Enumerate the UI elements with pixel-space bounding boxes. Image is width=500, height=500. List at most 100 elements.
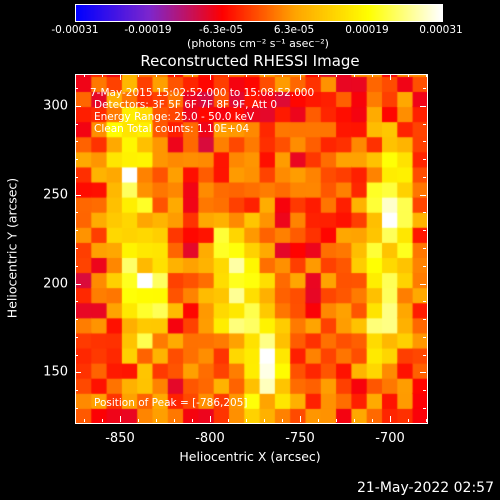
- axis-tick-mark: [423, 230, 426, 232]
- axis-tick-mark: [300, 419, 301, 422]
- colorbar-tick-label: 6.3e-05: [273, 24, 315, 36]
- axis-tick-mark: [75, 141, 78, 143]
- axis-tick-mark: [426, 419, 427, 422]
- axis-tick-mark: [423, 194, 426, 196]
- axis-tick-mark: [75, 212, 78, 214]
- axis-tick-mark: [174, 419, 175, 422]
- axis-tick-mark: [423, 407, 426, 409]
- y-axis-label: Heliocentric Y (arcsec): [4, 177, 20, 319]
- axis-tick-mark: [372, 419, 373, 422]
- axis-tick-mark: [423, 283, 426, 285]
- axis-tick-mark: [390, 74, 391, 77]
- axis-tick-mark: [246, 74, 247, 77]
- y-tick-label: 150: [43, 364, 68, 380]
- axis-tick-mark: [75, 123, 78, 125]
- y-tick-label: 300: [43, 98, 68, 114]
- axis-tick-mark: [75, 88, 78, 90]
- axis-tick-mark: [228, 74, 229, 77]
- colorbar-tick-label: 0.00019: [345, 24, 389, 36]
- x-tick-label: -700: [375, 431, 405, 446]
- colorbar-tick-label: -6.3e-05: [198, 24, 244, 36]
- axis-tick-mark: [423, 141, 426, 143]
- axis-tick-mark: [300, 74, 301, 77]
- axis-tick-mark: [423, 390, 426, 392]
- axis-tick-mark: [84, 419, 85, 422]
- axis-tick-mark: [282, 419, 283, 422]
- timestamp-footer: 21-May-2022 02:57: [356, 480, 494, 496]
- axis-tick-mark: [246, 419, 247, 422]
- axis-tick-mark: [228, 419, 229, 422]
- x-axis-label: Heliocentric X (arcsec): [179, 449, 321, 464]
- axis-tick-mark: [372, 74, 373, 77]
- time-range-annotation: 7-May-2015 15:02:52.000 to 15:08:52.000: [90, 87, 315, 99]
- axis-tick-mark: [75, 390, 78, 392]
- axis-tick-mark: [75, 105, 81, 107]
- axis-tick-mark: [75, 283, 81, 285]
- axis-tick-mark: [75, 407, 78, 409]
- detectors-annotation: Detectors: 3F 5F 6F 7F 8F 9F, Att 0: [94, 99, 278, 111]
- heatmap-image: [76, 75, 427, 423]
- axis-tick-mark: [210, 74, 211, 80]
- axis-tick-mark: [210, 74, 211, 77]
- axis-tick-mark: [75, 230, 78, 232]
- axis-tick-mark: [75, 336, 78, 338]
- axis-tick-mark: [423, 105, 426, 107]
- axis-tick-mark: [192, 419, 193, 422]
- axis-tick-mark: [102, 74, 103, 77]
- axis-tick-mark: [336, 419, 337, 422]
- axis-tick-mark: [336, 74, 337, 77]
- axis-tick-mark: [354, 74, 355, 77]
- axis-tick-mark: [156, 74, 157, 77]
- axis-tick-mark: [282, 74, 283, 77]
- colorbar-tick-label: 0.00031: [419, 24, 463, 36]
- axis-tick-mark: [390, 419, 391, 422]
- axis-tick-mark: [423, 319, 426, 321]
- axis-tick-mark: [423, 159, 426, 161]
- axis-tick-mark: [423, 248, 426, 249]
- axis-tick-mark: [423, 88, 426, 90]
- axis-tick-mark: [84, 74, 85, 77]
- axis-tick-mark: [174, 74, 175, 77]
- axis-tick-mark: [75, 301, 78, 303]
- axis-tick-mark: [318, 74, 319, 77]
- axis-tick-mark: [423, 265, 426, 267]
- x-tick-label: -800: [195, 431, 225, 446]
- axis-tick-mark: [192, 74, 193, 77]
- axis-tick-mark: [75, 159, 78, 161]
- axis-tick-mark: [138, 419, 139, 422]
- axis-tick-mark: [423, 123, 426, 125]
- axis-tick-mark: [426, 74, 427, 77]
- y-tick-label: 200: [43, 276, 68, 291]
- axis-tick-mark: [423, 176, 426, 178]
- x-tick-label: -750: [285, 431, 315, 446]
- axis-tick-mark: [423, 372, 426, 374]
- axis-tick-mark: [75, 194, 78, 196]
- axis-tick-mark: [120, 74, 121, 80]
- axis-tick-mark: [75, 354, 78, 356]
- axis-tick-mark: [390, 74, 391, 80]
- axis-tick-mark: [75, 319, 78, 321]
- colorbar-tick-label: -0.00031: [51, 24, 99, 36]
- axis-tick-mark: [318, 419, 319, 422]
- axis-tick-mark: [75, 248, 78, 249]
- plot-area: 7-May-2015 15:02:52.000 to 15:08:52.000 …: [75, 74, 428, 424]
- axis-tick-mark: [75, 176, 78, 178]
- axis-tick-mark: [210, 419, 211, 422]
- axis-tick-mark: [423, 354, 426, 356]
- axis-tick-mark: [264, 74, 265, 77]
- axis-tick-mark: [120, 74, 121, 77]
- energy-range-annotation: Energy Range: 25.0 - 50.0 keV: [94, 111, 255, 123]
- peak-position-annotation: Position of Peak = [-786,205]: [94, 397, 248, 409]
- axis-tick-mark: [156, 419, 157, 422]
- y-tick-label: 250: [43, 187, 68, 203]
- axis-tick-mark: [102, 419, 103, 422]
- axis-tick-mark: [75, 194, 81, 196]
- axis-tick-mark: [75, 265, 78, 267]
- axis-tick-mark: [138, 74, 139, 77]
- chart-title: Reconstructed RHESSI Image: [140, 52, 360, 70]
- axis-tick-mark: [75, 105, 78, 107]
- axis-tick-mark: [264, 419, 265, 422]
- axis-tick-mark: [423, 212, 426, 214]
- clean-counts-annotation: Clean Total counts: 1.10E+04: [94, 123, 250, 135]
- axis-tick-mark: [120, 419, 121, 422]
